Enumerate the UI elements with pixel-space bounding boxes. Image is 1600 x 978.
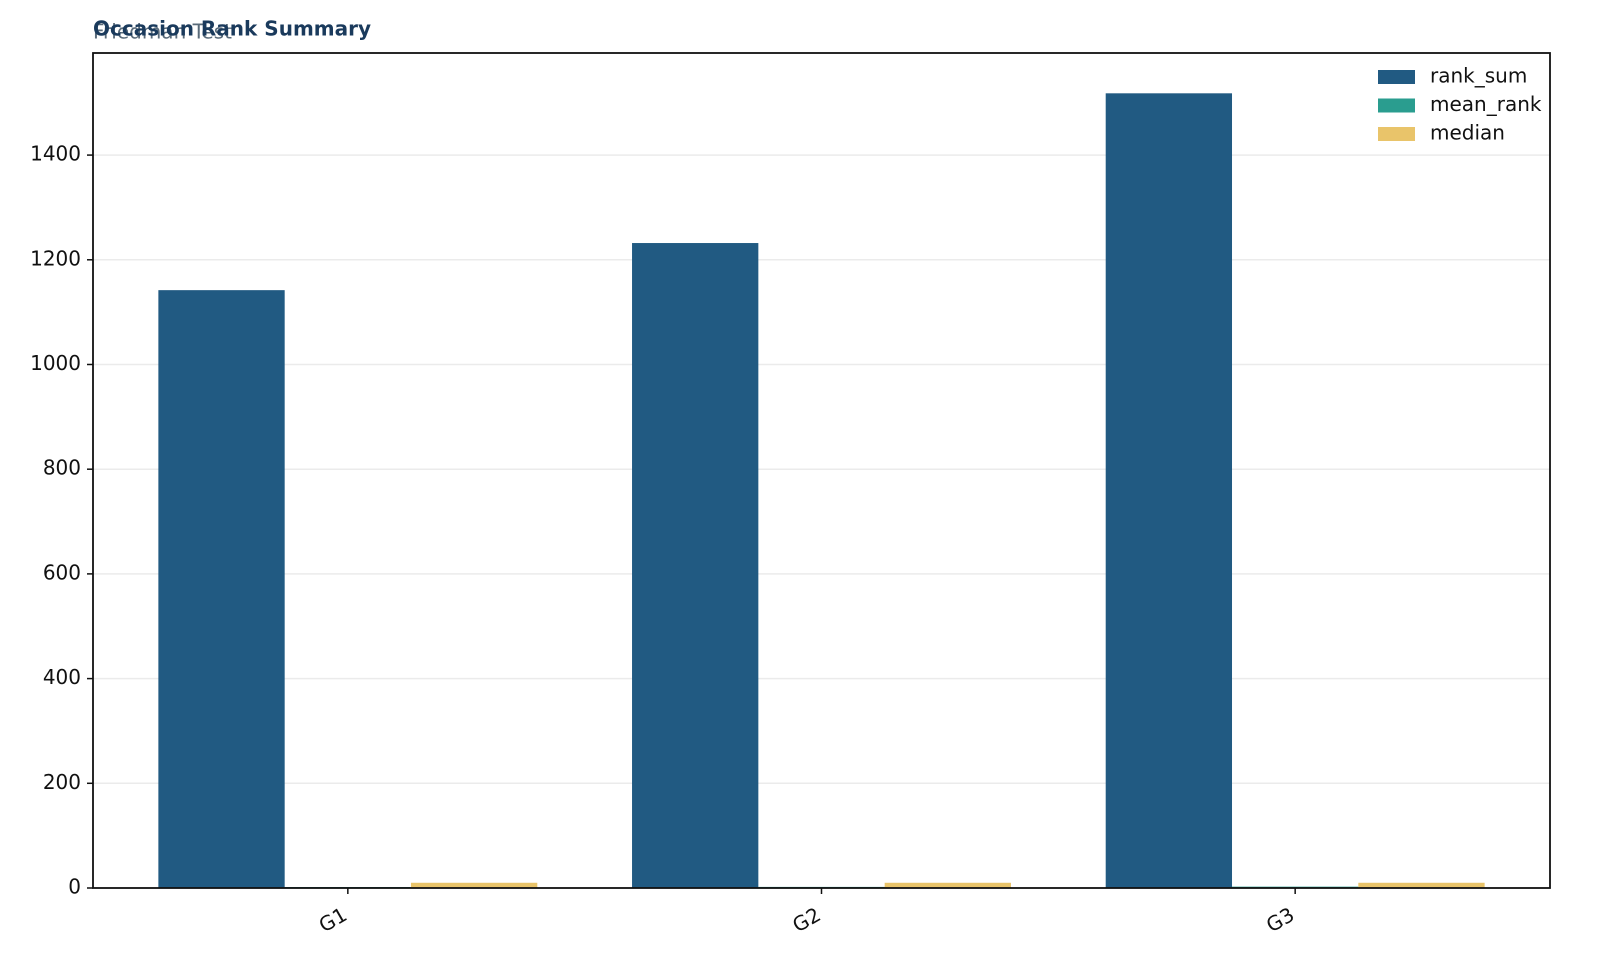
legend-label: rank_sum [1430, 64, 1527, 88]
y-tick-label: 400 [43, 665, 81, 689]
y-tick-label: 0 [68, 875, 81, 899]
chart-title: Occasion Rank Summary [93, 17, 371, 41]
y-tick-label: 600 [43, 560, 81, 584]
y-tick-label: 1200 [30, 246, 81, 270]
bar [1358, 882, 1485, 888]
y-tick-label: 800 [43, 456, 81, 480]
y-tick-label: 1000 [30, 351, 81, 375]
bar [884, 882, 1011, 888]
bar [1105, 93, 1233, 888]
legend-swatch [1378, 98, 1415, 113]
chart-subtitle: Friedman Test [93, 20, 232, 44]
x-tick-label: G1 [315, 902, 351, 937]
x-tick-label: G3 [1262, 902, 1298, 937]
y-tick-label: 1400 [30, 142, 81, 166]
x-tick-label: G2 [788, 902, 824, 937]
legend-label: median [1430, 121, 1505, 145]
plot-frame [92, 52, 1551, 889]
legend-label: mean_rank [1430, 92, 1542, 116]
grid [93, 154, 1550, 889]
legend-swatch [1378, 70, 1415, 84]
bar [632, 243, 759, 888]
bar [158, 290, 285, 888]
legend-swatch [1378, 127, 1415, 141]
y-tick-label: 200 [43, 770, 81, 794]
bars [158, 93, 1485, 888]
bar [410, 882, 538, 888]
